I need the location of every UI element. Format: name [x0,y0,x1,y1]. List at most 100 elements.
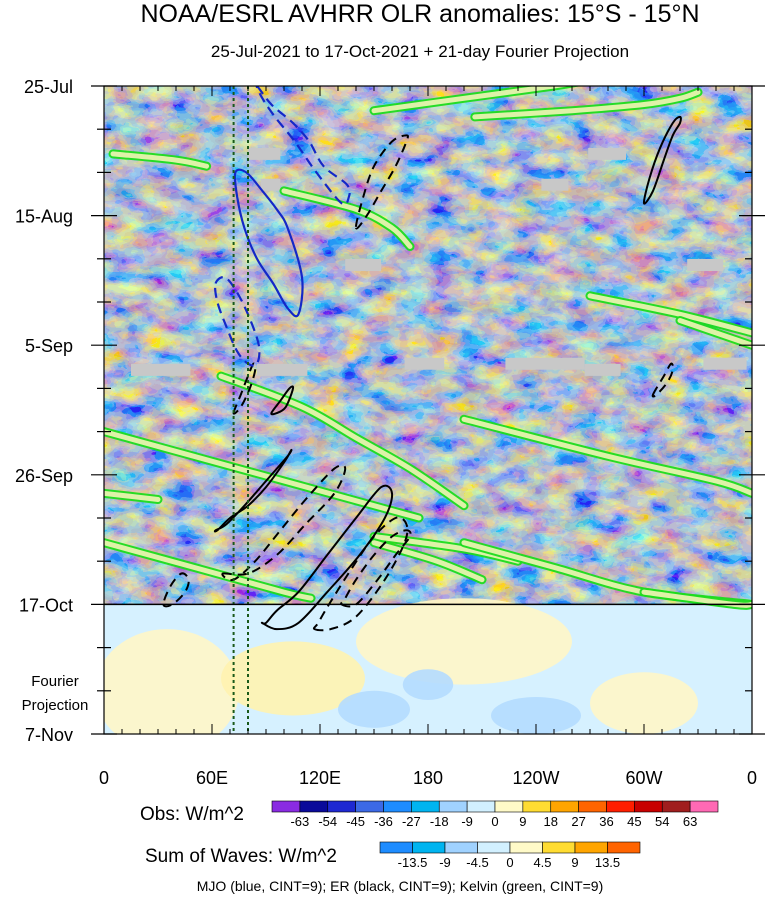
kelvin-band-inner [110,151,210,169]
kelvin-band-inner [218,373,467,509]
colorbar-swatch [574,841,608,854]
kelvin-band-inner [472,89,701,120]
waves-colorbar: -13.5 -9 -4.5 0 4.5 9 13.5 [379,841,641,870]
projection-blob [338,690,410,728]
missing-data-segment [588,147,626,160]
obs-legend-label: Obs: W/m^2 [140,804,244,825]
missing-data-segments [131,147,747,376]
projection-blob [356,598,572,685]
er-contour [642,115,682,205]
colorbar-swatch [550,800,579,813]
reference-longitude-lines [232,86,249,734]
colorbar-label: -9 [461,814,473,829]
colorbar-label: -18 [430,814,449,829]
colorbar-swatch [327,800,356,813]
chart-title: NOAA/ESRL AVHRR OLR anomalies: 15°S - 15… [140,0,699,28]
er-contour [162,572,190,608]
missing-data-segment [687,258,724,271]
colorbar-label: -36 [374,814,393,829]
colorbar-label: -4.5 [466,855,488,870]
kelvin-band-inner [461,416,752,496]
x-tick-label: 0 [747,768,757,788]
projection-label-line1: Fourier [31,673,79,690]
colorbar-label: 0 [491,814,498,829]
colorbar-swatch [438,800,468,813]
colorbar-swatch [412,841,446,854]
colorbar-swatch [271,800,301,813]
projection-blob [402,669,454,701]
missing-data-segment [404,357,445,370]
colorbar-swatch [494,800,524,813]
y-axis: 25-Jul 15-Aug 5-Sep 26-Sep 17-Oct 7-Nov [15,77,765,745]
projection-anomaly-blobs [104,598,698,734]
x-tick-label: 0 [99,768,109,788]
missing-data-segment [260,178,281,191]
colorbar-swatch [606,800,635,813]
er-contour [260,484,394,631]
colorbar-swatch [444,841,478,854]
x-tick-label: 60E [196,768,228,788]
er-contour [232,362,257,415]
y-tick-label: 15-Aug [15,207,73,227]
colorbar-swatch [355,800,384,813]
missing-data-segment [584,363,621,376]
colorbar-swatch [578,800,607,813]
plot-area [104,86,752,734]
colorbar-label: -45 [346,814,365,829]
kelvin-band-inner [371,540,485,583]
colorbar-label: 18 [544,814,558,829]
kelvin-wave-contours [104,86,752,610]
colorbar-label: 54 [655,814,669,829]
y-tick-label: 26-Sep [15,466,73,486]
colorbar-swatch [466,800,496,813]
er-contour [340,529,412,608]
colorbar-label: 9 [519,814,526,829]
missing-data-segment [345,258,382,271]
colorbar-swatch [379,841,413,854]
colorbar-label: 63 [683,814,697,829]
colorbar-swatch [383,800,412,813]
colorbar-label: -13.5 [398,855,428,870]
colorbar-swatch [522,800,552,813]
x-axis: 0 60E 120E 180 120W 60W 0 [99,86,757,788]
colorbar-label: -9 [439,855,451,870]
colorbar-swatch [299,800,329,813]
kelvin-band-inner [104,429,422,521]
waves-legend-label: Sum of Waves: W/m^2 [145,846,337,867]
er-wave-contours [162,115,682,632]
colorbar-swatch [542,841,576,854]
missing-data-segment [505,357,585,370]
er-contour [213,448,293,533]
obs-colorbar: -63 -54 -45 -36 -27 -18 -9 0 9 18 27 36 45 54 63 [271,800,719,829]
colorbar-swatch [607,841,641,854]
y-tick-label: 25-Jul [24,77,73,97]
colorbar-swatch [509,841,543,854]
colorbar-swatch [411,800,440,813]
projection-blob [104,629,239,734]
projection-blob [491,696,581,734]
colorbar-label: 4.5 [533,855,551,870]
kelvin-band-inner [587,293,752,336]
er-contour [270,385,295,416]
colorbar-label: -27 [402,814,421,829]
x-tick-label: 180 [413,768,443,788]
projection-label-line2: Projection [22,697,89,714]
colorbar-swatch [477,841,511,854]
x-tick-label: 120W [512,768,559,788]
kelvin-band-inner [104,490,161,502]
missing-data-segment [703,357,747,370]
colorbar-swatch [661,800,691,813]
er-contour [354,134,409,230]
missing-data-segment [248,147,281,160]
colorbar-label: 27 [571,814,585,829]
projection-blob [221,641,365,716]
missing-data-segment [131,363,191,376]
chart-subtitle: 25-Jul-2021 to 17-Oct-2021 + 21-day Four… [211,42,629,61]
kelvin-band-inner [281,188,413,249]
mjo-contour [255,86,351,206]
er-contour [651,362,674,398]
missing-data-segment [257,363,308,376]
colorbar-label: -54 [318,814,337,829]
mjo-contour [233,168,304,318]
